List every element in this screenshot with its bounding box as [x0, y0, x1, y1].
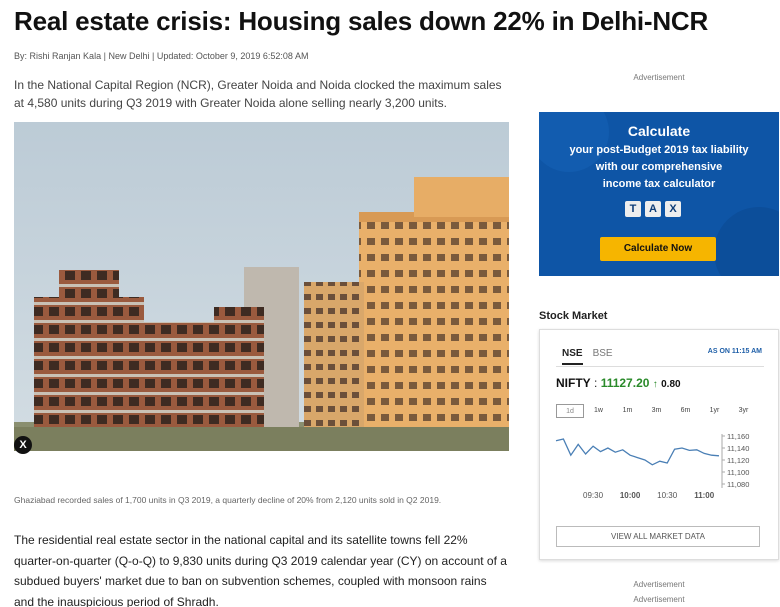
up-arrow-icon: ↑ — [652, 379, 658, 390]
byline-sep: | — [103, 51, 106, 61]
index-name: NIFTY — [556, 376, 591, 390]
y-tick-label: 11,120 — [727, 456, 749, 465]
index-change: 0.80 — [661, 379, 681, 390]
calculate-now-button[interactable]: Calculate Now — [600, 237, 716, 261]
byline-updated: Updated: October 9, 2019 6:52:08 AM — [156, 51, 309, 61]
advertisement-label: Advertisement — [633, 73, 685, 82]
tax-blocks: T A X — [625, 201, 681, 217]
byline: By: Rishi Ranjan Kala | New Delhi | Upda… — [14, 51, 308, 61]
tax-block-icon: T — [625, 201, 641, 217]
article-headline: Real estate crisis: Housing sales down 2… — [14, 6, 709, 36]
nifty-intraday-chart: 11,160 11,140 11,120 11,100 11,080 09:30 10:00… — [555, 432, 749, 500]
tax-block-icon: A — [645, 201, 661, 217]
y-tick-label: 11,160 — [727, 432, 749, 441]
as-on-time: AS ON 11:15 AM — [707, 348, 762, 355]
tab-nse[interactable]: NSE — [562, 348, 583, 365]
x-tick-label: 10:00 — [620, 491, 641, 500]
stock-market-heading: Stock Market — [539, 310, 608, 322]
nifty-series-line — [555, 438, 720, 466]
period-selector: 1d 1w 1m 3m 6m 1yr 3yr — [556, 404, 758, 418]
byline-prefix: By: — [14, 51, 28, 61]
period-3m[interactable]: 3m — [651, 407, 662, 414]
building-photo — [14, 122, 509, 451]
ad-subtitle-line: with our comprehensive — [595, 161, 723, 173]
index-quote: NIFTY : 11127.20 ↑ 0.80 — [556, 376, 681, 390]
tax-calculator-ad[interactable]: Calculate your post-Budget 2019 tax liab… — [539, 112, 779, 276]
author-link[interactable]: Rishi Ranjan Kala — [29, 51, 102, 61]
tab-bse[interactable]: BSE — [592, 348, 613, 359]
x-tick-label: 10:30 — [657, 491, 678, 500]
ad-subtitle-line: your post-Budget 2019 tax liability — [569, 144, 749, 156]
ad-subtitle-line: income tax calculator — [602, 178, 716, 190]
y-tick-label: 11,140 — [727, 444, 749, 453]
tax-block-icon: X — [665, 201, 681, 217]
byline-location: New Delhi — [108, 51, 150, 61]
close-icon[interactable]: X — [14, 436, 32, 454]
x-tick-label: 11:00 — [694, 491, 715, 500]
byline-sep: | — [151, 51, 155, 61]
ad-subtitle: your post-Budget 2019 tax liability with… — [539, 142, 779, 193]
y-tick-label: 11,080 — [727, 480, 749, 489]
period-3yr[interactable]: 3yr — [738, 407, 749, 414]
x-tick-label: 09:30 — [583, 491, 604, 500]
view-all-market-data-button[interactable]: VIEW ALL MARKET DATA — [556, 526, 760, 547]
period-6m[interactable]: 6m — [680, 407, 691, 414]
tab-divider — [556, 366, 764, 367]
ad-title: Calculate — [627, 123, 691, 139]
y-tick-label: 11,100 — [727, 468, 749, 477]
index-separator: : — [594, 376, 601, 390]
advertisement-label: Advertisement — [633, 595, 685, 604]
advertisement-label: Advertisement — [633, 580, 685, 589]
period-1w[interactable]: 1w — [594, 407, 603, 414]
index-value: 11127.20 — [600, 376, 650, 390]
article-photo — [14, 122, 509, 451]
article-body: The residential real estate sector in th… — [14, 533, 507, 607]
period-1yr[interactable]: 1yr — [709, 407, 720, 414]
exchange-tabs: NSE BSE — [562, 348, 613, 365]
photo-caption: Ghaziabad recorded sales of 1,700 units … — [14, 495, 442, 505]
stock-market-widget: NSE BSE AS ON 11:15 AM NIFTY : 11127.20 … — [539, 329, 779, 560]
article-summary: In the National Capital Region (NCR), Gr… — [14, 78, 502, 110]
period-1d[interactable]: 1d — [556, 404, 584, 418]
period-1m[interactable]: 1m — [622, 407, 633, 414]
